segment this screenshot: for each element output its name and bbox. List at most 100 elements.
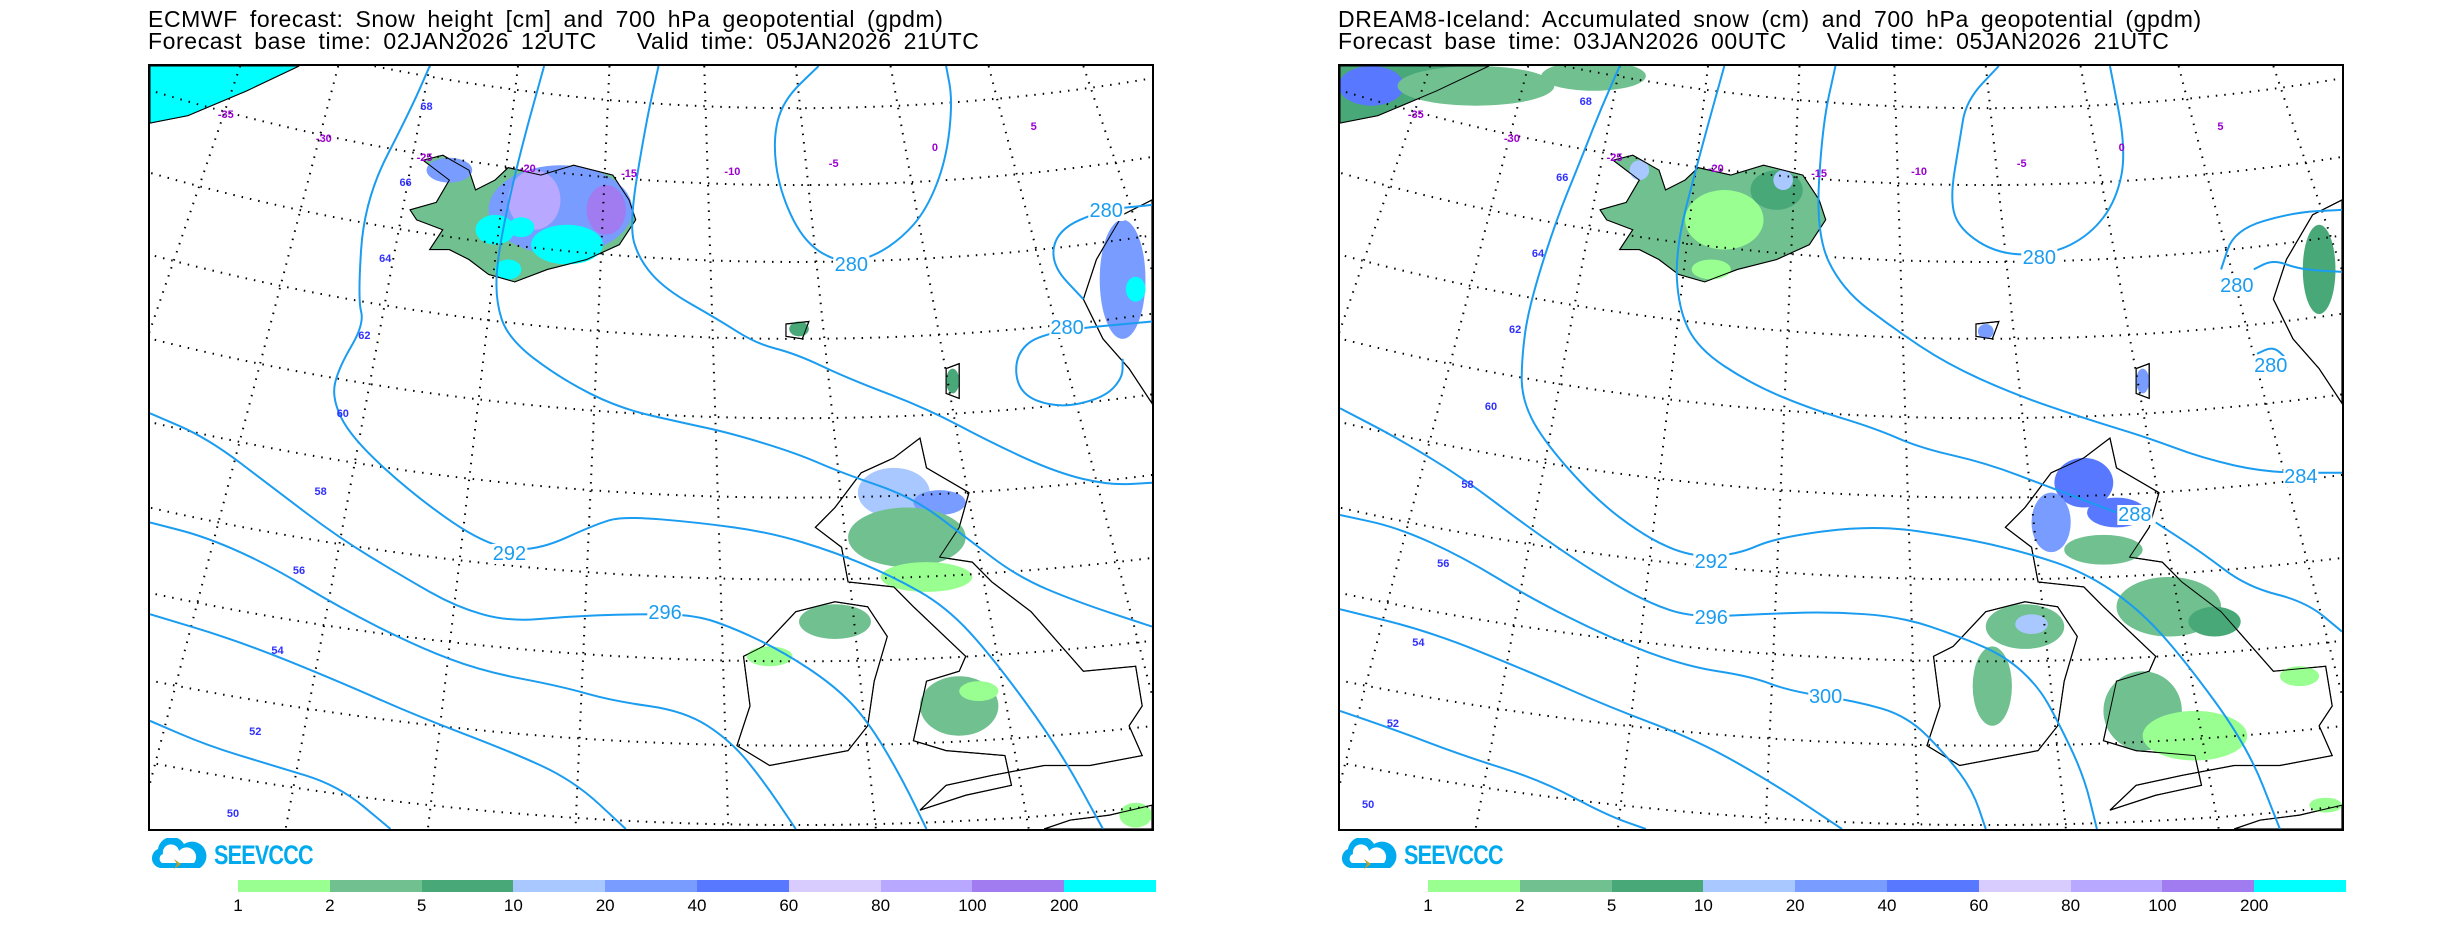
snow-layer xyxy=(1340,66,2342,813)
colorbar-swatch xyxy=(421,880,514,892)
colorbar-tick-label: 60 xyxy=(779,896,799,915)
snow-patch xyxy=(531,224,603,265)
colorbar-swatch xyxy=(513,880,606,892)
graticule xyxy=(150,66,1152,829)
latitude-circle xyxy=(150,66,1152,185)
longitude-label: -30 xyxy=(315,133,332,146)
contour-label: 280 xyxy=(2253,355,2289,378)
snow-patch xyxy=(508,170,561,230)
snow-patch xyxy=(1125,276,1146,302)
colorbar-tick-label: 40 xyxy=(687,896,707,915)
coastline-france xyxy=(1044,805,1152,829)
coastline-norway xyxy=(2273,200,2342,403)
coastlines xyxy=(150,66,1152,829)
contour-label: 296 xyxy=(647,602,683,625)
colorbar-swatch xyxy=(880,880,973,892)
meridian-line xyxy=(150,66,338,829)
map-canvas xyxy=(1340,66,2342,829)
contour-line xyxy=(150,522,796,829)
arrow-mark xyxy=(174,859,181,869)
longitude-label: -5 xyxy=(2016,157,2027,170)
colorbar-tick-label: 20 xyxy=(1785,896,1805,915)
contour-label: 300 xyxy=(1807,686,1844,709)
coastline-shetland xyxy=(2136,364,2149,399)
longitude-label: -15 xyxy=(621,168,638,181)
coastline-greenland xyxy=(1340,66,1489,123)
longitude-label: -25 xyxy=(1606,151,1623,164)
latitude-label: 68 xyxy=(1579,95,1592,108)
colorbar-tick-label: 80 xyxy=(2061,896,2081,915)
meridian-line xyxy=(1340,66,1528,829)
contour-label: 292 xyxy=(491,542,528,565)
snow-patch xyxy=(1397,66,1555,106)
colorbar-tick-label: 10 xyxy=(1693,896,1713,915)
meridian-line xyxy=(286,66,430,829)
latitude-label: 56 xyxy=(292,565,306,578)
contour-label: 280 xyxy=(1088,200,1124,223)
meridian-line xyxy=(150,66,240,829)
title-line1: ECMWF forecast: Snow height [cm] and 700… xyxy=(148,6,944,32)
longitude-label: -35 xyxy=(217,108,234,121)
longitude-label: -20 xyxy=(519,163,536,176)
meridian-line xyxy=(1986,66,2066,829)
latitude-label: 60 xyxy=(336,407,349,420)
contour-line xyxy=(1016,321,1152,405)
latitude-circle xyxy=(150,66,1152,339)
colorbar-tick-label: 5 xyxy=(1606,896,1617,915)
snow-patch xyxy=(1972,646,2012,726)
snow-patch xyxy=(2136,368,2150,394)
seevccc-logo: SEEVCCC xyxy=(148,838,338,872)
contour-line xyxy=(1522,66,2280,829)
colorbar-swatch xyxy=(1428,880,1520,892)
colorbar-tick-label: 20 xyxy=(595,896,615,915)
ecmwf-title: ECMWF forecast: Snow height [cm] and 700… xyxy=(148,6,980,53)
contour-line xyxy=(1952,66,2123,255)
snow-greenland xyxy=(150,66,300,124)
contour-label: 288 xyxy=(2117,503,2153,526)
snow-patch xyxy=(508,217,535,238)
latitude-circle xyxy=(150,66,1152,579)
latitude-label: 52 xyxy=(1386,718,1400,731)
meridian-line xyxy=(2081,66,2219,829)
snow-patch xyxy=(1541,66,1646,91)
colorbar-swatch xyxy=(1795,880,1887,892)
meridian-line xyxy=(1618,66,1708,829)
contour-label: 292 xyxy=(1693,551,1729,574)
snow-patch xyxy=(1685,190,1764,250)
coastline-ireland xyxy=(737,602,887,766)
contour-line xyxy=(1340,515,1986,829)
latitude-circle xyxy=(1340,66,2342,579)
snow-patch xyxy=(2188,606,2241,637)
colorbar-swatch xyxy=(2254,880,2346,892)
meridian-line xyxy=(796,66,876,829)
dream8-snow-map: 68 66 64 62 60 58 56 54 52 50 -35 -30 -25 -20 -15 -10 -5… xyxy=(1338,64,2344,831)
latitude-circle xyxy=(150,66,1152,262)
arrow-mark xyxy=(1364,859,1371,869)
contour-line xyxy=(1053,205,1152,299)
snow-colorbar xyxy=(238,880,1156,892)
snow-patch xyxy=(1099,219,1146,339)
contour-label: 296 xyxy=(1693,606,1729,629)
latitude-label: 60 xyxy=(1484,401,1498,414)
contour-line xyxy=(1818,66,2342,473)
snow-patch xyxy=(959,681,999,702)
cloud-logo-icon xyxy=(1341,838,1397,869)
coastline-greenland xyxy=(150,66,299,123)
base-time: Forecast base time: 03JAN2026 00UTC xyxy=(1338,28,1787,54)
snow-patch xyxy=(746,646,793,667)
contour-label: 284 xyxy=(2283,465,2319,488)
latitude-label: 56 xyxy=(1437,557,1450,570)
colorbar-tick-label: 60 xyxy=(1969,896,1989,915)
coastline-iceland xyxy=(410,155,635,282)
longitude-label: 0 xyxy=(931,142,939,155)
contour-line xyxy=(775,66,951,261)
colorbar-tick-label: 2 xyxy=(325,896,335,915)
contour-label: 280 xyxy=(2021,247,2058,270)
longitude-label: -25 xyxy=(416,151,433,164)
colorbar-tick-label: 5 xyxy=(416,896,427,915)
latitude-label: 54 xyxy=(1412,636,1425,649)
coastline-shetland xyxy=(946,364,959,399)
snow-patch xyxy=(495,259,522,280)
longitude-label: -5 xyxy=(828,157,839,170)
snow-colorbar xyxy=(1428,880,2346,892)
